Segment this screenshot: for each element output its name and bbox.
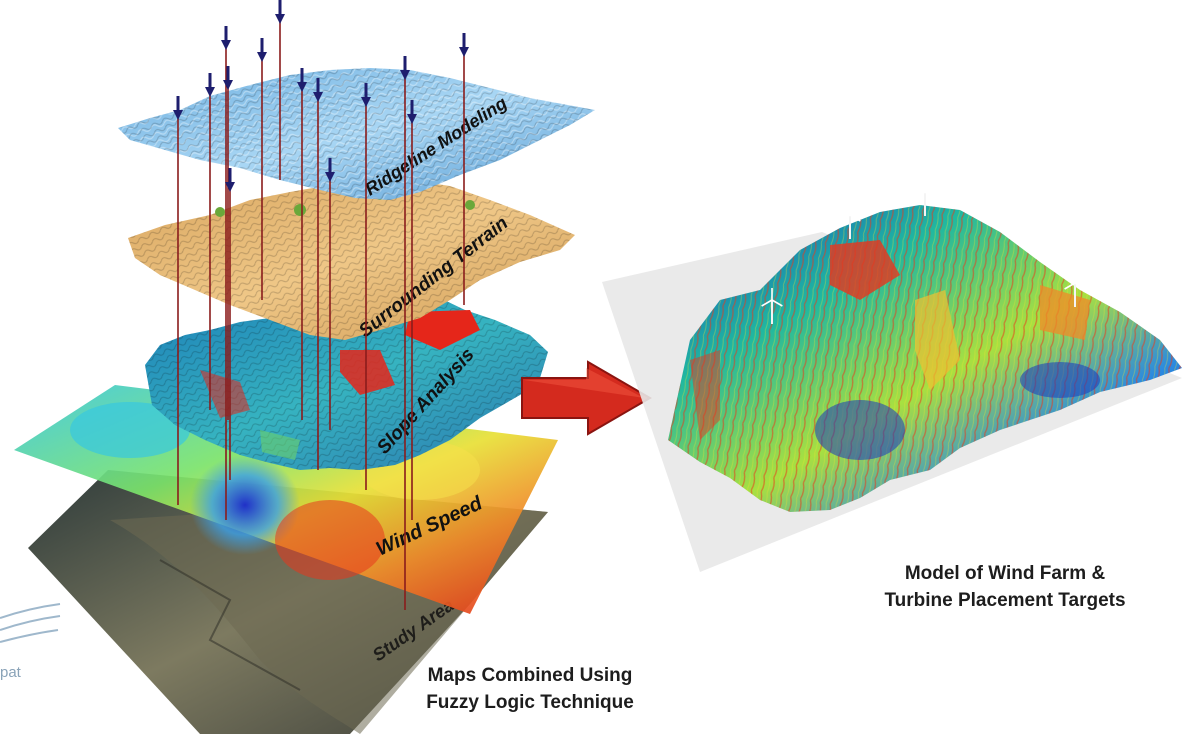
layer-pins: [173, 0, 469, 610]
ridgeline-modeling-layer: Ridgeline Modeling: [118, 68, 595, 200]
logo-fragment: [0, 603, 61, 643]
pin-arrowhead-icon: [361, 97, 371, 107]
wind-turbine-icon: [839, 203, 861, 239]
caption-right-line1: Model of Wind Farm &: [904, 563, 1106, 584]
turbine-markers: [761, 180, 1086, 324]
pin-arrowhead-icon: [400, 70, 410, 80]
pin-arrowhead-icon: [173, 110, 183, 120]
caption-left-line2: Fuzzy Logic Technique: [426, 692, 634, 713]
combine-arrow: [521, 360, 652, 436]
pin-arrowhead-icon: [275, 14, 285, 24]
caption-left-line1: Maps Combined Using: [427, 665, 633, 686]
pin-arrowhead-icon: [297, 82, 307, 92]
pin-arrowhead-icon: [225, 182, 235, 192]
pin-arrowhead-icon: [407, 114, 417, 124]
pin-arrowhead-icon: [205, 87, 215, 97]
surrounding-terrain-layer: Surrounding Terrain: [128, 178, 575, 342]
caption-combined-maps: Maps Combined Using Fuzzy Logic Techniqu…: [395, 662, 665, 716]
pin-arrowhead-icon: [221, 40, 231, 50]
caption-right-line2: Turbine Placement Targets: [884, 590, 1126, 611]
pin-arrowhead-icon: [325, 172, 335, 182]
caption-wind-farm-model: Model of Wind Farm & Turbine Placement T…: [860, 560, 1150, 614]
pin-arrowhead-icon: [257, 52, 267, 62]
wind-turbine-icon: [914, 180, 936, 216]
slope-analysis-layer: Slope Analysis: [145, 298, 548, 470]
pin-arrowhead-icon: [223, 80, 233, 90]
wind-turbine-icon: [761, 288, 783, 324]
side-text-fragment: pat: [0, 664, 21, 681]
pin-arrowhead-icon: [313, 92, 323, 102]
pin-arrowhead-icon: [459, 47, 469, 57]
wind-turbine-icon: [1064, 271, 1086, 307]
wind-farm-model: [602, 205, 1182, 572]
